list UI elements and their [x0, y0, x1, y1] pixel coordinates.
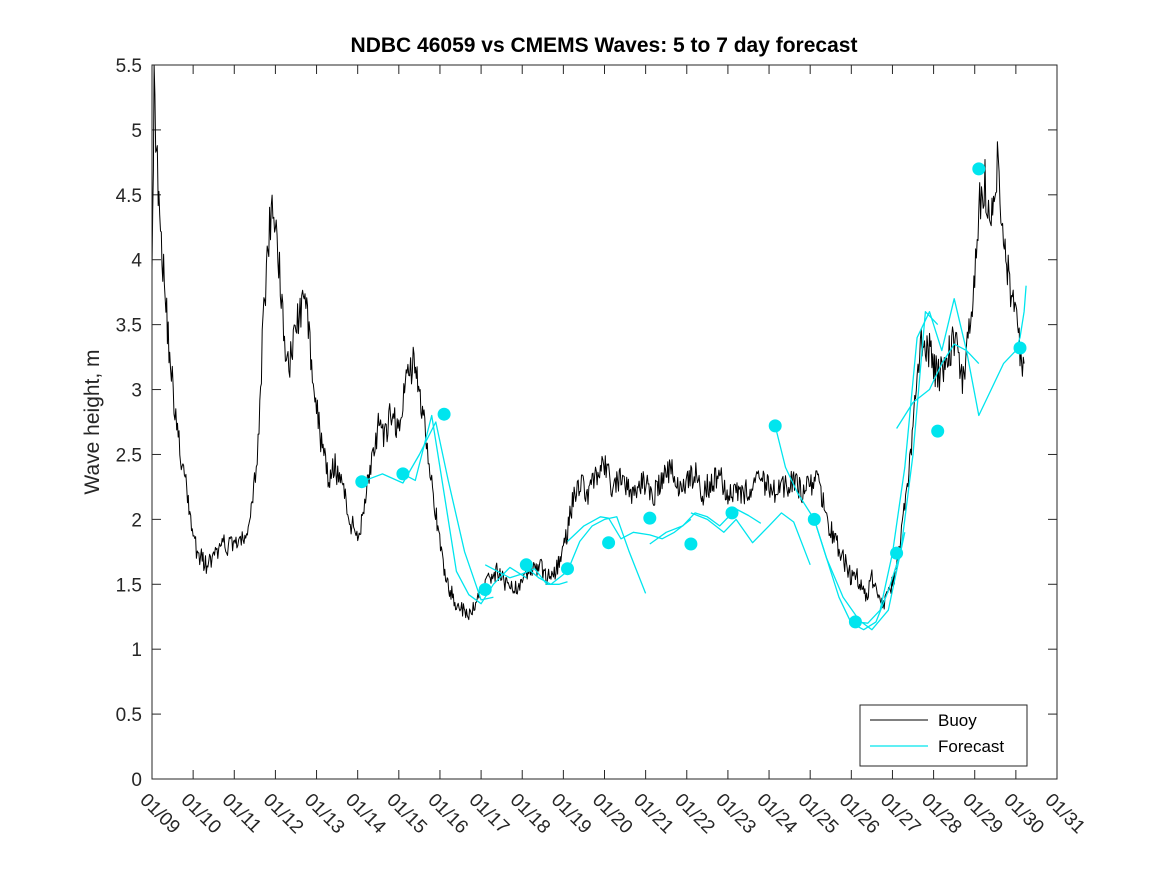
forecast-marker — [972, 162, 986, 176]
forecast-series-line-6 — [649, 508, 762, 545]
forecast-marker — [848, 615, 862, 629]
y-tick-label: 0.5 — [116, 705, 142, 726]
series-layer — [151, 64, 1027, 631]
forecast-marker — [1013, 341, 1027, 355]
plot-area — [152, 65, 1057, 779]
y-tick-label: 3.5 — [116, 316, 142, 337]
forecast-marker — [807, 512, 821, 526]
y-tick-label: 5 — [131, 121, 142, 142]
forecast-series-line-8 — [774, 425, 906, 631]
forecast-series-line-4 — [525, 516, 647, 594]
forecast-marker — [768, 419, 782, 433]
forecast-series-line-3 — [484, 564, 568, 585]
y-tick-label: 1 — [131, 640, 142, 661]
y-tick-label: 2 — [131, 510, 142, 531]
forecast-marker — [931, 424, 945, 438]
forecast-marker — [602, 536, 616, 550]
forecast-series-line-5 — [567, 516, 692, 542]
y-tick-label: 0 — [131, 770, 142, 791]
y-tick-label: 2.5 — [116, 445, 142, 466]
legend-forecast-label: Forecast — [938, 737, 1004, 756]
forecast-marker — [355, 475, 369, 489]
legend-box — [859, 704, 1028, 767]
y-tick-label: 1.5 — [116, 575, 142, 596]
forecast-marker — [396, 467, 410, 481]
y-tick-label: 4 — [131, 251, 142, 272]
forecast-marker — [890, 546, 904, 560]
forecast-series-line-2 — [402, 414, 527, 605]
forecast-series-line-11 — [896, 285, 1027, 429]
legend: Buoy Forecast — [859, 704, 1028, 767]
forecast-series-line-7 — [690, 512, 811, 566]
legend-buoy-label: Buoy — [938, 711, 977, 730]
forecast-marker — [561, 562, 574, 576]
y-tick-label: 5.5 — [116, 56, 142, 77]
forecast-marker — [519, 558, 533, 572]
forecast-marker — [725, 506, 739, 520]
axis-ticks — [151, 64, 1058, 780]
y-tick-label: 4.5 — [116, 186, 142, 207]
y-tick-label: 3 — [131, 381, 142, 402]
y-axis-label: Wave height, m — [81, 349, 104, 494]
forecast-marker — [643, 511, 657, 525]
forecast-marker — [437, 407, 451, 421]
forecast-series-line-1 — [361, 421, 494, 601]
forecast-series-line-10 — [855, 298, 980, 624]
forecast-marker — [478, 583, 492, 596]
axes-box — [151, 64, 1058, 780]
buoy-series-line — [151, 64, 1025, 621]
chart-title: NDBC 46059 vs CMEMS Waves: 5 to 7 day fo… — [351, 34, 858, 57]
forecast-marker — [684, 537, 698, 551]
forecast-series-line-9 — [813, 311, 939, 631]
